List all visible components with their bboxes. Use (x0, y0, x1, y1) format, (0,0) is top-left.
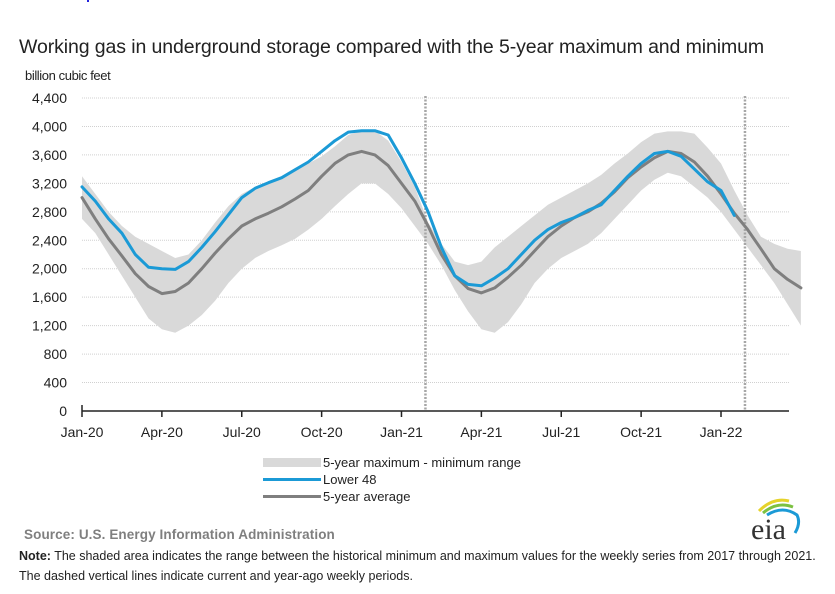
legend-label-avg: 5-year average (323, 489, 411, 504)
x-tick-label: Jul-20 (223, 424, 261, 440)
x-tick-label: Jan-21 (380, 424, 423, 440)
legend-swatch-lower48 (263, 478, 321, 481)
legend-swatch-range (263, 458, 321, 467)
y-tick-label: 2,800 (32, 204, 67, 220)
x-tick-label: Oct-20 (301, 424, 343, 440)
series-line-lower48 (80, 129, 736, 288)
y-tick-label: 400 (44, 375, 68, 391)
y-tick-label: 0 (59, 403, 67, 419)
y-tick-label: 2,000 (32, 261, 67, 277)
series-line-5yr-average (80, 149, 803, 296)
x-tick-label: Oct-21 (620, 424, 662, 440)
note-text: The shaded area indicates the range betw… (19, 549, 816, 583)
legend-swatch-avg (263, 495, 321, 498)
y-tick-label: 800 (44, 346, 68, 362)
legend-item-lower48: Lower 48 (263, 471, 521, 488)
legend-item-avg: 5-year average (263, 488, 521, 505)
legend-label-lower48: Lower 48 (323, 472, 377, 487)
footnote: Note: The shaded area indicates the rang… (19, 546, 819, 586)
y-tick-label: 3,200 (32, 175, 67, 191)
x-tick-label: Apr-21 (460, 424, 502, 440)
y-tick-label: 4,400 (32, 90, 67, 106)
x-tick-label: Jan-22 (700, 424, 743, 440)
dashed-markers (424, 96, 747, 411)
x-tick-labels: Jan-20 Apr-20 Jul-20 Oct-20 Jan-21 Apr-21 Jul-… (61, 424, 743, 440)
axes (81, 405, 789, 417)
x-tick-label: Apr-20 (141, 424, 183, 440)
logo-text: eia (751, 513, 786, 543)
note-label: Note: (19, 549, 51, 563)
y-tick-label: 4,000 (32, 118, 67, 134)
series-lines (80, 129, 803, 296)
x-tick-label: Jul-21 (542, 424, 580, 440)
y-tick-label: 1,600 (32, 289, 67, 305)
chart-title: Working gas in underground storage compa… (19, 36, 765, 58)
chart-legend: 5-year maximum - minimum range Lower 48 … (263, 454, 521, 505)
y-tick-label: 2,400 (32, 232, 67, 248)
y-tick-label: 1,200 (32, 318, 67, 334)
y-axis-unit-label: billion cubic feet (25, 68, 111, 83)
legend-item-range: 5-year maximum - minimum range (263, 454, 521, 471)
eia-logo-icon: eia (751, 498, 801, 543)
y-tick-labels: 0 400 800 1,200 1,600 2,000 2,400 2,800 3,200 3,6… (32, 90, 67, 419)
stray-pixel-mark (87, 0, 89, 2)
y-tick-label: 3,600 (32, 147, 67, 163)
legend-label-range: 5-year maximum - minimum range (323, 455, 521, 470)
source-credit: Source: U.S. Energy Information Administ… (24, 527, 335, 542)
x-tick-label: Jan-20 (61, 424, 104, 440)
